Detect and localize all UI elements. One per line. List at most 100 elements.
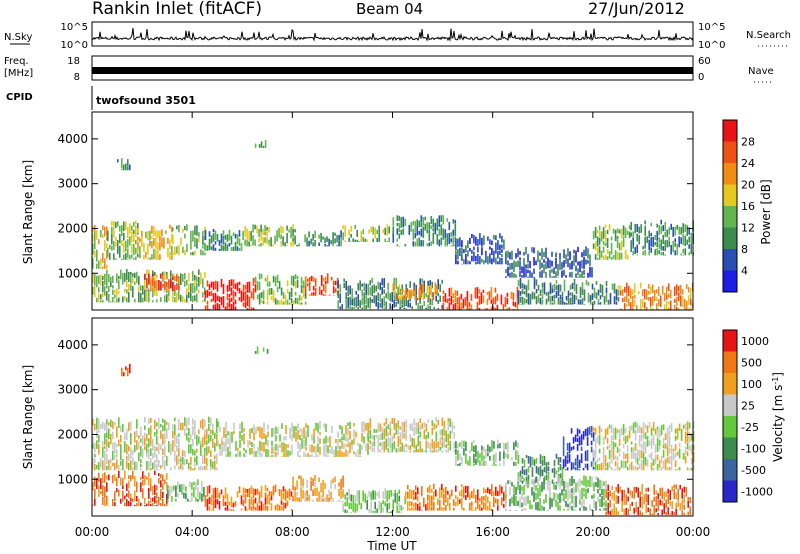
heatmap-cell [118, 297, 120, 303]
heatmap-cell [409, 302, 411, 308]
heatmap-cell [617, 297, 620, 302]
heatmap-cell [671, 511, 673, 516]
heatmap-cell [567, 290, 570, 298]
heatmap-cell [385, 438, 388, 450]
heatmap-cell [566, 443, 569, 451]
heatmap-cell [557, 501, 559, 511]
heatmap-cell [349, 285, 351, 295]
heatmap-cell [527, 253, 529, 263]
heatmap-cell [200, 440, 202, 444]
heatmap-cell [144, 289, 146, 302]
heatmap-cell [654, 444, 657, 454]
heatmap-cell [661, 500, 663, 506]
heatmap-cell [590, 440, 593, 446]
heatmap-cell [303, 451, 305, 457]
heatmap-cell [590, 461, 593, 467]
heatmap-cell [446, 298, 449, 304]
heatmap-cell [228, 298, 231, 308]
heatmap-cell [650, 452, 653, 461]
heatmap-cell [186, 459, 188, 465]
heatmap-cell [559, 284, 562, 292]
heatmap-cell [638, 450, 641, 461]
heatmap-cell [140, 438, 142, 443]
heatmap-cell [642, 245, 644, 250]
heatmap-cell [296, 276, 299, 279]
heatmap-cell [208, 506, 211, 511]
heatmap-cell [274, 276, 277, 287]
heatmap-cell [387, 448, 390, 453]
x-tick-label: 20:00 [576, 525, 611, 539]
heatmap-cell [509, 487, 511, 496]
heatmap-cell [274, 298, 277, 305]
heatmap-cell [329, 436, 331, 448]
heatmap-cell [198, 429, 200, 435]
heatmap-cell [132, 466, 134, 471]
heatmap-cell [178, 245, 180, 256]
heatmap-cell [346, 497, 348, 507]
heatmap-cell [160, 273, 162, 279]
heatmap-cell [243, 428, 245, 432]
heatmap-cell [427, 431, 430, 439]
heatmap-cell [412, 241, 415, 247]
heatmap-cell [385, 418, 388, 425]
heatmap-cell [569, 263, 571, 270]
heatmap-cell [149, 257, 151, 260]
heatmap-cell [394, 285, 397, 289]
y-tick-label: 3000 [57, 383, 88, 397]
heatmap-cell [565, 500, 567, 507]
heatmap-cell [568, 442, 571, 454]
heatmap-cell [266, 348, 269, 354]
heatmap-cell [182, 296, 184, 303]
heatmap-cell [519, 270, 521, 277]
heatmap-cell [629, 288, 632, 299]
heatmap-cell [681, 289, 684, 295]
heatmap-cell [107, 247, 109, 257]
heatmap-cell [573, 279, 576, 286]
heatmap-cell [569, 292, 572, 296]
heatmap-cell [447, 422, 450, 431]
heatmap-cell [135, 220, 137, 225]
heatmap-cell [156, 288, 158, 297]
heatmap-cell [689, 288, 692, 299]
heatmap-cell [237, 451, 239, 457]
heatmap-cell [527, 479, 529, 489]
heatmap-cell [173, 485, 175, 491]
heatmap-cell [92, 257, 94, 269]
heatmap-cell [687, 500, 689, 508]
heatmap-cell [525, 476, 528, 481]
heatmap-cell [361, 432, 363, 442]
heatmap-cell [261, 427, 263, 440]
heatmap-cell [677, 500, 679, 507]
heatmap-cell [647, 297, 650, 301]
heatmap-cell [427, 280, 429, 286]
heatmap-cell [109, 244, 111, 250]
heatmap-cell [299, 428, 301, 433]
heatmap-cell [348, 229, 350, 236]
heatmap-cell [605, 293, 608, 303]
heatmap-cell [641, 289, 644, 297]
heatmap-cell [598, 448, 601, 454]
heatmap-cell [418, 220, 421, 228]
heatmap-cell [460, 293, 463, 300]
heatmap-cell [521, 466, 524, 475]
heatmap-cell [427, 298, 429, 303]
heatmap-cell [154, 446, 156, 458]
heatmap-cell [419, 285, 421, 291]
heatmap-cell [396, 505, 398, 513]
y-tick-label: 4000 [57, 338, 88, 352]
heatmap-cell [267, 449, 269, 457]
heatmap-cell [469, 248, 471, 252]
heatmap-cell [396, 295, 399, 301]
heatmap-cell [286, 280, 289, 287]
heatmap-cell [156, 274, 158, 279]
heatmap-cell [655, 496, 657, 507]
heatmap-cell [208, 446, 210, 454]
heatmap-cell [136, 419, 138, 429]
heatmap-cell [680, 428, 683, 441]
heatmap-cell [172, 281, 174, 292]
heatmap-cell [572, 462, 575, 470]
heatmap-cell [121, 225, 123, 237]
heatmap-cell [100, 258, 102, 266]
heatmap-cell [262, 290, 265, 300]
heatmap-cell [664, 433, 667, 440]
